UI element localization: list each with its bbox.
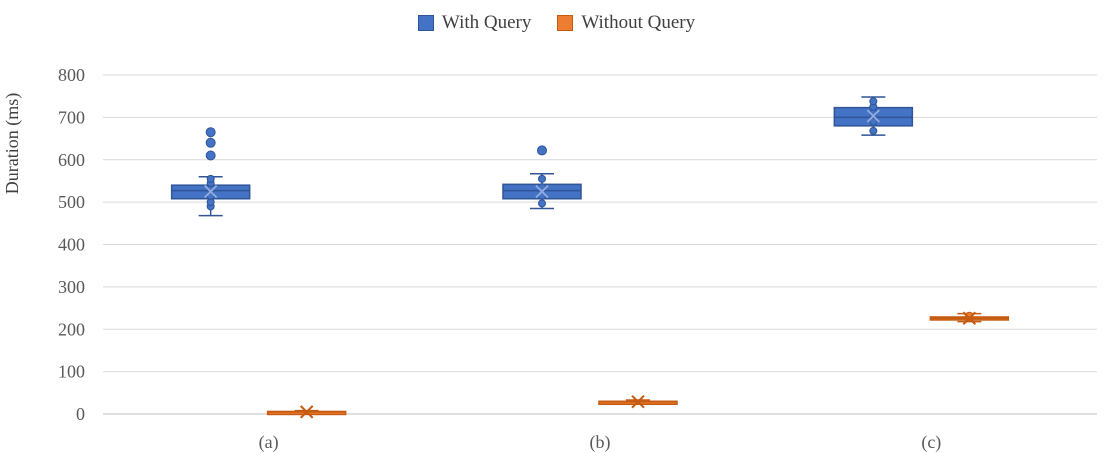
mean-marker: [631, 395, 645, 409]
y-tick-labels: 0 100 200 300 400 500 600 700 800: [58, 65, 85, 424]
data-point: [538, 199, 546, 208]
box-with-query-0: [170, 127, 251, 217]
legend-swatch-without-query: [557, 15, 574, 31]
mean-marker: [203, 184, 218, 199]
y-tick-label: 700: [58, 107, 85, 127]
legend-label-without-query: Without Query: [581, 12, 696, 33]
data-point: [538, 174, 546, 183]
x-tick-label: (c): [921, 432, 941, 453]
box-marks: [170, 96, 1010, 419]
mean-marker: [299, 405, 314, 419]
y-tick-label: 500: [58, 192, 85, 212]
x-tick-labels: (a) (b) (c): [259, 432, 942, 453]
mean-marker: [535, 184, 549, 199]
data-point: [869, 97, 878, 106]
legend: With Query Without Query: [0, 12, 1113, 34]
legend-swatch-with-query: [417, 15, 434, 31]
mean-marker: [962, 311, 977, 325]
y-tick-label: 100: [58, 362, 85, 382]
outlier-point: [537, 145, 547, 156]
x-tick-label: (b): [590, 432, 611, 453]
box-with-query-2: [833, 96, 914, 136]
y-tick-label: 400: [58, 235, 85, 255]
data-point: [206, 174, 215, 183]
y-tick-label: 800: [58, 65, 85, 85]
data-point: [869, 126, 878, 135]
y-tick-label: 200: [58, 319, 85, 339]
legend-item-with-query: With Query: [417, 12, 532, 34]
y-tick-label: 300: [58, 277, 85, 297]
x-tick-label: (a): [259, 432, 279, 453]
outlier-point: [205, 127, 216, 138]
legend-item-without-query: Without Query: [557, 12, 695, 34]
box-without-query-1: [598, 395, 678, 409]
outlier-point: [205, 150, 216, 161]
box-without-query-2: [929, 311, 1010, 325]
outlier-point: [205, 137, 216, 148]
data-point: [869, 117, 878, 126]
mean-marker: [866, 109, 881, 123]
box-without-query-0: [266, 405, 347, 419]
legend-label-with-query: With Query: [441, 12, 532, 33]
y-tick-label: 0: [76, 404, 85, 424]
box-with-query-1: [502, 145, 582, 210]
gridlines: [103, 74, 1097, 415]
y-tick-label: 600: [58, 150, 85, 170]
